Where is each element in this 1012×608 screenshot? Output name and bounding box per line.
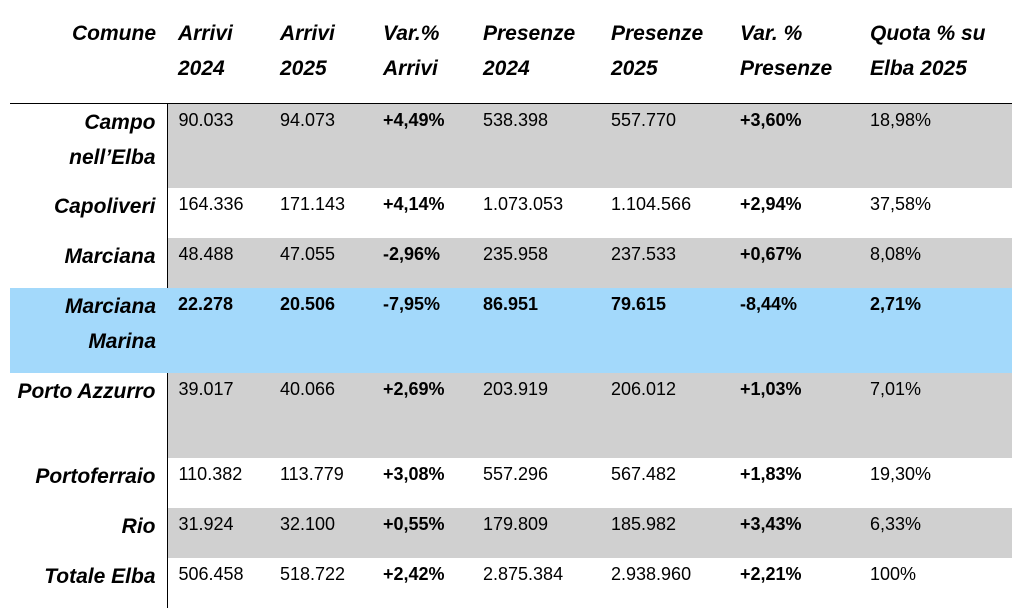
cell-arrivi-2025: 40.066 bbox=[269, 373, 372, 458]
cell-presenze-2025: 185.982 bbox=[600, 508, 729, 558]
row-comune: Capoliveri bbox=[10, 188, 168, 238]
cell-var-arrivi: -2,96% bbox=[372, 238, 472, 288]
cell-presenze-2024: 203.919 bbox=[472, 373, 600, 458]
header-quota: Quota % su Elba 2025 bbox=[859, 0, 1012, 104]
cell-quota: 19,30% bbox=[859, 458, 1012, 508]
cell-var-presenze: +2,94% bbox=[729, 188, 859, 238]
cell-presenze-2025: 557.770 bbox=[600, 103, 729, 188]
cell-var-arrivi: +3,08% bbox=[372, 458, 472, 508]
row-comune: Campo nell’Elba bbox=[10, 103, 168, 188]
cell-arrivi-2025: 32.100 bbox=[269, 508, 372, 558]
cell-var-arrivi: +2,42% bbox=[372, 558, 472, 608]
tourism-stats-table: Comune Arrivi 2024 Arrivi 2025 Var.% Arr… bbox=[10, 0, 1012, 608]
header-row: Comune Arrivi 2024 Arrivi 2025 Var.% Arr… bbox=[10, 0, 1012, 104]
cell-arrivi-2024: 22.278 bbox=[167, 288, 269, 373]
table-row: Marciana 48.488 47.055 -2,96% 235.958 23… bbox=[10, 238, 1012, 288]
cell-var-presenze: +2,21% bbox=[729, 558, 859, 608]
cell-arrivi-2024: 164.336 bbox=[167, 188, 269, 238]
cell-var-arrivi: +4,49% bbox=[372, 103, 472, 188]
table-row: Capoliveri 164.336 171.143 +4,14% 1.073.… bbox=[10, 188, 1012, 238]
cell-presenze-2025: 567.482 bbox=[600, 458, 729, 508]
cell-arrivi-2024: 90.033 bbox=[167, 103, 269, 188]
cell-arrivi-2025: 171.143 bbox=[269, 188, 372, 238]
cell-presenze-2024: 179.809 bbox=[472, 508, 600, 558]
cell-quota: 6,33% bbox=[859, 508, 1012, 558]
row-comune: Rio bbox=[10, 508, 168, 558]
cell-quota: 2,71% bbox=[859, 288, 1012, 373]
cell-presenze-2025: 2.938.960 bbox=[600, 558, 729, 608]
header-presenze-2024: Presenze 2024 bbox=[472, 0, 600, 104]
cell-presenze-2024: 86.951 bbox=[472, 288, 600, 373]
header-var-arrivi: Var.% Arrivi bbox=[372, 0, 472, 104]
header-comune: Comune bbox=[10, 0, 167, 104]
cell-arrivi-2024: 506.458 bbox=[167, 558, 269, 608]
cell-arrivi-2025: 47.055 bbox=[269, 238, 372, 288]
cell-presenze-2024: 235.958 bbox=[472, 238, 600, 288]
cell-arrivi-2024: 31.924 bbox=[167, 508, 269, 558]
cell-var-arrivi: +2,69% bbox=[372, 373, 472, 458]
table-row: Porto Azzurro 39.017 40.066 +2,69% 203.9… bbox=[10, 373, 1012, 458]
cell-arrivi-2025: 20.506 bbox=[269, 288, 372, 373]
table-row-total: Totale Elba 506.458 518.722 +2,42% 2.875… bbox=[10, 558, 1012, 608]
cell-var-presenze: +0,67% bbox=[729, 238, 859, 288]
cell-arrivi-2025: 518.722 bbox=[269, 558, 372, 608]
cell-quota: 100% bbox=[859, 558, 1012, 608]
cell-presenze-2024: 557.296 bbox=[472, 458, 600, 508]
row-comune: Porto Azzurro bbox=[10, 373, 168, 458]
table-row: Portoferraio 110.382 113.779 +3,08% 557.… bbox=[10, 458, 1012, 508]
cell-var-presenze: +3,43% bbox=[729, 508, 859, 558]
row-comune: Marciana bbox=[10, 238, 168, 288]
cell-arrivi-2025: 113.779 bbox=[269, 458, 372, 508]
cell-var-arrivi: -7,95% bbox=[372, 288, 472, 373]
cell-presenze-2024: 538.398 bbox=[472, 103, 600, 188]
cell-quota: 18,98% bbox=[859, 103, 1012, 188]
cell-quota: 8,08% bbox=[859, 238, 1012, 288]
cell-presenze-2025: 79.615 bbox=[600, 288, 729, 373]
header-var-presenze: Var. % Presenze bbox=[729, 0, 859, 104]
cell-presenze-2025: 1.104.566 bbox=[600, 188, 729, 238]
cell-presenze-2025: 237.533 bbox=[600, 238, 729, 288]
row-comune: Portoferraio bbox=[10, 458, 168, 508]
cell-var-presenze: +3,60% bbox=[729, 103, 859, 188]
row-comune: Marciana Marina bbox=[10, 288, 167, 373]
cell-arrivi-2025: 94.073 bbox=[269, 103, 372, 188]
header-arrivi-2025: Arrivi 2025 bbox=[269, 0, 372, 104]
cell-var-presenze: +1,83% bbox=[729, 458, 859, 508]
cell-var-presenze: +1,03% bbox=[729, 373, 859, 458]
cell-presenze-2024: 1.073.053 bbox=[472, 188, 600, 238]
cell-arrivi-2024: 39.017 bbox=[167, 373, 269, 458]
cell-var-arrivi: +4,14% bbox=[372, 188, 472, 238]
cell-presenze-2025: 206.012 bbox=[600, 373, 729, 458]
cell-var-presenze: -8,44% bbox=[729, 288, 859, 373]
table-row-highlighted: Marciana Marina 22.278 20.506 -7,95% 86.… bbox=[10, 288, 1012, 373]
cell-arrivi-2024: 110.382 bbox=[167, 458, 269, 508]
row-comune: Totale Elba bbox=[10, 558, 168, 608]
header-arrivi-2024: Arrivi 2024 bbox=[167, 0, 269, 104]
table-row: Rio 31.924 32.100 +0,55% 179.809 185.982… bbox=[10, 508, 1012, 558]
cell-quota: 37,58% bbox=[859, 188, 1012, 238]
cell-arrivi-2024: 48.488 bbox=[167, 238, 269, 288]
cell-var-arrivi: +0,55% bbox=[372, 508, 472, 558]
header-presenze-2025: Presenze 2025 bbox=[600, 0, 729, 104]
cell-presenze-2024: 2.875.384 bbox=[472, 558, 600, 608]
cell-quota: 7,01% bbox=[859, 373, 1012, 458]
table-row: Campo nell’Elba 90.033 94.073 +4,49% 538… bbox=[10, 103, 1012, 188]
